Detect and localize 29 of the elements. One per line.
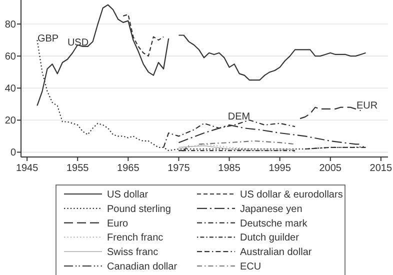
legend-label: Euro: [107, 218, 129, 230]
legend-label: US dollar & eurodollars: [240, 190, 343, 200]
legend-label: Deutsche mark: [240, 218, 308, 230]
annotation: EUR: [356, 100, 378, 112]
annotation: GBP: [37, 34, 59, 44]
x-tick-label: 2015: [370, 163, 392, 174]
x-tick-label: 1965: [117, 163, 140, 174]
y-tick-label: 20: [4, 116, 16, 127]
legend-label: Dutch guilder: [240, 232, 300, 244]
legend-label: ECU: [240, 262, 262, 272]
legend-label: US dollar: [107, 190, 149, 200]
x-tick-label: 1945: [16, 163, 39, 174]
legend-label: Australian dollar: [240, 247, 312, 258]
legend-label: French franc: [107, 232, 164, 244]
y-tick-label: 0: [10, 148, 16, 159]
legend-label: Japanese yen: [240, 204, 302, 215]
x-tick-label: 2005: [319, 163, 342, 174]
legend-label: Swiss franc: [107, 247, 158, 258]
legend-label: Pound sterling: [107, 204, 171, 215]
annotation: USD: [67, 38, 89, 48]
x-tick-label: 1985: [218, 163, 241, 174]
y-tick-label: 80: [4, 20, 16, 31]
annotation: DEM: [228, 112, 250, 122]
x-tick-label: 1995: [268, 163, 292, 174]
x-tick-label: 1975: [168, 163, 190, 174]
y-tick-label: 40: [4, 84, 16, 95]
legend-label: Canadian dollar: [107, 262, 178, 272]
y-tick-label: 60: [4, 52, 16, 63]
x-tick-label: 1955: [66, 163, 90, 174]
